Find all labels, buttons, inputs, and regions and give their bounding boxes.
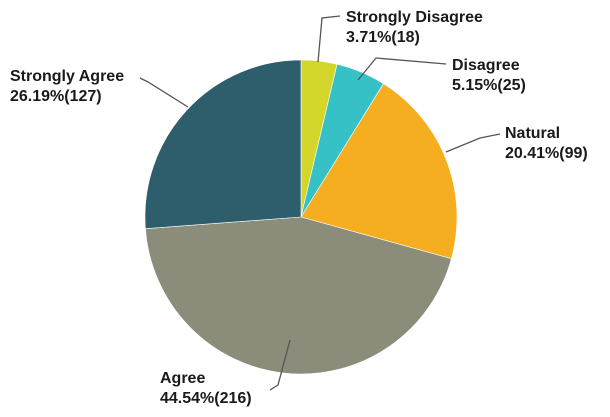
leader-line-strongly-disagree (317, 15, 341, 63)
slice-label-natural: Natural 20.41%(99) (505, 125, 588, 162)
pie-slice-agree (145, 216, 452, 375)
slice-value: 20.41%(99) (505, 145, 588, 162)
slice-label-disagree: Disagree 5.15%(25) (452, 57, 526, 94)
slice-labels: Strongly Disagree 3.71%(18) Disagree 5.15%(… (10, 9, 588, 407)
pie-slice-strongly-agree (144, 59, 302, 230)
slice-label-strongly-agree: Strongly Agree 26.19%(127) (10, 68, 124, 105)
slice-name: Disagree (452, 57, 520, 74)
leader-lines (139, 15, 501, 391)
slice-value: 5.15%(25) (452, 77, 526, 94)
slice-name: Strongly Agree (10, 68, 124, 85)
leader-line-natural (445, 133, 501, 153)
leader-line-agree (269, 339, 291, 391)
pie-slice-natural (300, 83, 458, 260)
slice-name: Strongly Disagree (346, 9, 483, 26)
leader-line-disagree (357, 57, 447, 81)
slice-label-agree: Agree 44.54%(216) (160, 370, 252, 407)
slice-name: Natural (505, 125, 560, 142)
slice-label-strongly-disagree: Strongly Disagree 3.71%(18) (346, 9, 483, 46)
slice-value: 3.71%(18) (346, 29, 420, 46)
slice-value: 26.19%(127) (10, 88, 102, 105)
leader-line-strongly-agree (139, 77, 189, 108)
slice-name: Agree (160, 370, 205, 387)
slice-value: 44.54%(216) (160, 390, 252, 407)
pie-slices (144, 59, 458, 375)
